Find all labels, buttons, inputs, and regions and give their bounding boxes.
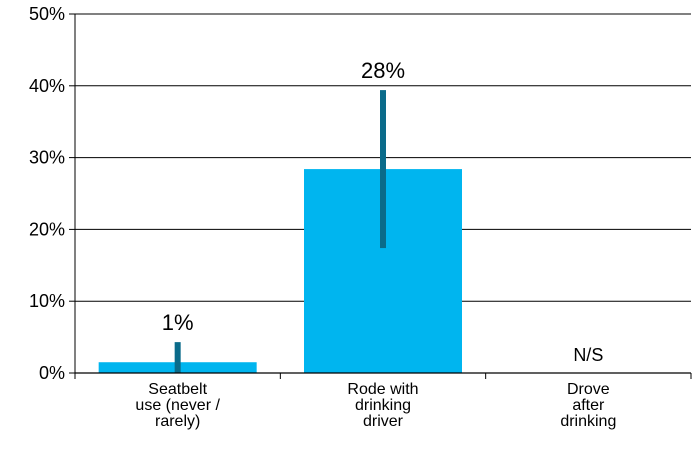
- data-labels: 1% 28% N/S: [162, 58, 604, 365]
- x-tick-label: Drove after drinking: [560, 381, 616, 430]
- error-bars: [174, 90, 386, 373]
- y-tick-label: 30%: [29, 148, 65, 168]
- x-tick-label: Seatbelt use (never / rarely): [135, 381, 220, 430]
- data-label: N/S: [573, 345, 603, 365]
- y-tick-label: 10%: [29, 291, 65, 311]
- y-tick-label: 0%: [39, 363, 65, 383]
- y-tick-labels: 0% 10% 20% 30% 40% 50%: [29, 4, 65, 383]
- error-bar: [380, 90, 386, 249]
- x-tick-label: Rode with drinking driver: [347, 381, 418, 430]
- axes: [69, 13, 692, 379]
- y-tick-label: 50%: [29, 4, 65, 24]
- y-tick-label: 40%: [29, 76, 65, 96]
- data-label: 1%: [162, 310, 194, 335]
- x-tick-labels: Seatbelt use (never / rarely) Rode with drin…: [135, 381, 616, 430]
- y-tick-label: 20%: [29, 219, 65, 239]
- bars: [98, 169, 462, 373]
- data-label: 28%: [361, 58, 405, 83]
- error-bar: [174, 342, 181, 373]
